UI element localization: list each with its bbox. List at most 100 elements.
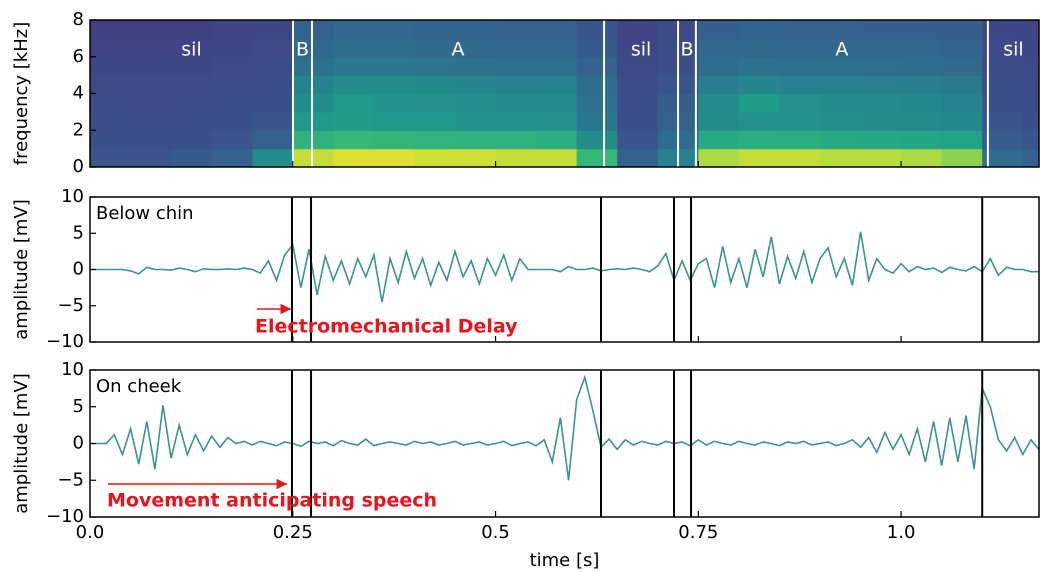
y-tick-label: −5 bbox=[57, 469, 84, 490]
heatmap-cell bbox=[941, 38, 983, 58]
heatmap-cell bbox=[982, 111, 1024, 131]
heatmap-cell bbox=[252, 148, 294, 167]
signal-line bbox=[90, 374, 1039, 481]
panel-label: On cheek bbox=[96, 376, 182, 397]
heatmap-cell bbox=[860, 111, 902, 131]
y-tick-label: 8 bbox=[73, 9, 84, 30]
heatmap-cell bbox=[982, 56, 1024, 76]
heatmap-cell bbox=[982, 130, 1024, 150]
heatmap-cell bbox=[292, 38, 334, 58]
heatmap-cell bbox=[1022, 20, 1039, 39]
heatmap-cell bbox=[455, 56, 497, 76]
x-tick-label: 0.5 bbox=[481, 522, 510, 543]
heatmap-cell bbox=[90, 148, 132, 167]
heatmap-cell bbox=[901, 93, 943, 113]
heatmap-cell bbox=[130, 130, 172, 150]
heatmap-cell bbox=[820, 93, 862, 113]
x-tick-label: 0.75 bbox=[678, 522, 718, 543]
heatmap-cell bbox=[779, 38, 821, 58]
heatmap-cell bbox=[252, 38, 294, 58]
plot-area bbox=[90, 231, 1039, 303]
heatmap-cell bbox=[130, 93, 172, 113]
heatmap-cell bbox=[617, 20, 659, 39]
heatmap-cell bbox=[495, 75, 537, 95]
heatmap-cell bbox=[455, 20, 497, 39]
y-tick-label: 0 bbox=[73, 433, 84, 454]
heatmap-cell bbox=[1022, 93, 1039, 113]
heatmap-cell bbox=[373, 75, 416, 95]
heatmap-cell bbox=[1022, 111, 1039, 131]
heatmap-cell bbox=[820, 75, 862, 95]
heatmap-cell bbox=[820, 148, 862, 167]
heatmap-cell bbox=[901, 148, 943, 167]
heatmap-cell bbox=[211, 56, 253, 76]
heatmap-cell bbox=[901, 130, 943, 150]
heatmap-cell bbox=[171, 148, 213, 167]
heatmap-cell bbox=[211, 130, 253, 150]
heatmap-cell bbox=[536, 148, 578, 167]
heatmap-cell bbox=[495, 148, 537, 167]
heatmap-cell bbox=[130, 148, 172, 167]
heatmap-cell bbox=[333, 148, 375, 167]
heatmap-cell bbox=[617, 111, 659, 131]
heatmap-cell bbox=[738, 38, 781, 58]
heatmap-cell bbox=[901, 20, 943, 39]
heatmap-cell bbox=[292, 148, 334, 167]
y-tick-label: −10 bbox=[46, 506, 84, 527]
heatmap-cell bbox=[982, 38, 1024, 58]
segment-label: sil bbox=[631, 39, 651, 61]
heatmap-cell bbox=[373, 56, 416, 76]
heatmap-cell bbox=[252, 20, 294, 39]
heatmap-cell bbox=[820, 56, 862, 76]
heatmap-cell bbox=[901, 56, 943, 76]
heatmap-cell bbox=[576, 38, 618, 58]
heatmap-cell bbox=[698, 130, 740, 150]
heatmap-cell bbox=[941, 20, 983, 39]
heatmap-cell bbox=[1022, 130, 1039, 150]
heatmap-cell bbox=[698, 38, 740, 58]
annotation: Movement anticipating speech bbox=[107, 490, 437, 512]
heatmap-cell bbox=[901, 111, 943, 131]
heatmap-cell bbox=[252, 111, 294, 131]
heatmap-cell bbox=[1022, 38, 1039, 58]
heatmap-cell bbox=[171, 20, 213, 39]
heatmap-cell bbox=[171, 111, 213, 131]
heatmap-cell bbox=[901, 75, 943, 95]
panel-label: Below chin bbox=[96, 203, 194, 224]
y-tick-label: 5 bbox=[73, 222, 84, 243]
heatmap-cell bbox=[617, 93, 659, 113]
heatmap-cell bbox=[941, 93, 983, 113]
heatmap-cell bbox=[617, 148, 659, 167]
heatmap-cell bbox=[211, 111, 253, 131]
heatmap-cell bbox=[495, 111, 537, 131]
heatmap-cell bbox=[576, 130, 618, 150]
heatmap-cell bbox=[698, 111, 740, 131]
heatmap-cell bbox=[130, 38, 172, 58]
heatmap-cell bbox=[292, 111, 334, 131]
heatmap-cell bbox=[941, 75, 983, 95]
y-tick-label: 0 bbox=[73, 156, 84, 177]
heatmap-cell bbox=[901, 38, 943, 58]
heatmap-cell bbox=[333, 20, 375, 39]
heatmap-cell bbox=[292, 130, 334, 150]
heatmap-cell bbox=[171, 38, 213, 58]
heatmap-cell bbox=[860, 38, 902, 58]
heatmap-cell bbox=[536, 38, 578, 58]
heatmap-cell bbox=[414, 111, 456, 131]
annotation: Electromechanical Delay bbox=[255, 316, 518, 338]
heatmap-cell bbox=[333, 130, 375, 150]
heatmap-cell bbox=[252, 75, 294, 95]
heatmap-cell bbox=[860, 93, 902, 113]
heatmap-cell bbox=[698, 56, 740, 76]
heatmap-cell bbox=[576, 111, 618, 131]
heatmap-cell bbox=[779, 130, 821, 150]
heatmap-cell bbox=[536, 75, 578, 95]
heatmap-cell bbox=[252, 56, 294, 76]
heatmap-cell bbox=[982, 20, 1024, 39]
plot-area bbox=[90, 20, 1039, 167]
heatmap-cell bbox=[90, 75, 132, 95]
heatmap-cell bbox=[414, 75, 456, 95]
heatmap-cell bbox=[738, 111, 781, 131]
heatmap-cell bbox=[414, 20, 456, 39]
